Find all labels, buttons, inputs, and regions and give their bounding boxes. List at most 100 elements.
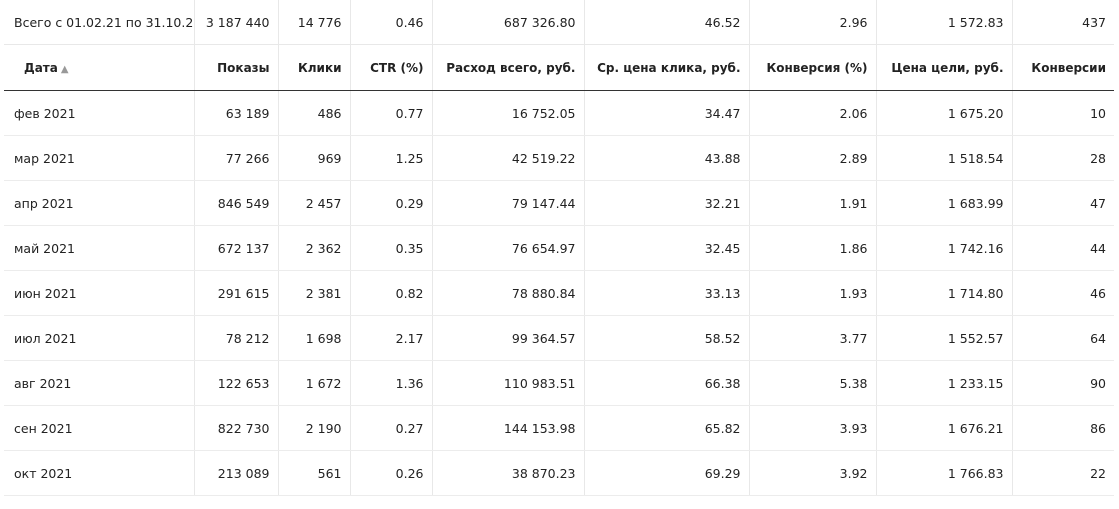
cell-impressions: 291 615 xyxy=(194,270,279,316)
cell-date: фев 2021 xyxy=(4,90,195,136)
cell-date: июл 2021 xyxy=(4,315,195,361)
cell-clicks: 486 xyxy=(278,90,351,136)
table-row: мар 2021 77 266 969 1.25 42 519.22 43.88… xyxy=(4,135,1114,181)
cell-clicks: 2 457 xyxy=(278,180,351,226)
cell-spend: 78 880.84 xyxy=(432,270,585,316)
totals-avg-cpc: 46.52 xyxy=(584,0,750,45)
cell-impressions: 846 549 xyxy=(194,180,279,226)
cell-spend: 79 147.44 xyxy=(432,180,585,226)
cell-conversions: 47 xyxy=(1012,180,1114,226)
cell-spend: 76 654.97 xyxy=(432,225,585,271)
table-row: июл 2021 78 212 1 698 2.17 99 364.57 58.… xyxy=(4,315,1114,361)
totals-conversions: 437 xyxy=(1012,0,1114,45)
totals-row: Всего с 01.02.21 по 31.10.21 3 187 440 1… xyxy=(4,0,1114,45)
cell-clicks: 1 672 xyxy=(278,360,351,406)
column-header-ctr[interactable]: CTR (%) xyxy=(350,44,433,91)
column-header-avg-cpc[interactable]: Ср. цена клика, руб. xyxy=(584,44,750,91)
cell-cost-per-goal: 1 675.20 xyxy=(876,90,1013,136)
cell-conversion-rate: 2.89 xyxy=(749,135,877,181)
cell-conversions: 86 xyxy=(1012,405,1114,451)
cell-avg-cpc: 34.47 xyxy=(584,90,750,136)
cell-ctr: 2.17 xyxy=(350,315,433,361)
cell-date: авг 2021 xyxy=(4,360,195,406)
cell-ctr: 1.25 xyxy=(350,135,433,181)
cell-date: апр 2021 xyxy=(4,180,195,226)
totals-cost-per-goal: 1 572.83 xyxy=(876,0,1013,45)
column-header-date-label: Дата xyxy=(24,60,58,75)
cell-conversion-rate: 1.93 xyxy=(749,270,877,316)
cell-date: мар 2021 xyxy=(4,135,195,181)
statistics-table: Всего с 01.02.21 по 31.10.21 3 187 440 1… xyxy=(4,0,1114,496)
cell-date: окт 2021 xyxy=(4,450,195,496)
cell-conversion-rate: 5.38 xyxy=(749,360,877,406)
cell-conversions: 28 xyxy=(1012,135,1114,181)
cell-ctr: 0.82 xyxy=(350,270,433,316)
cell-cost-per-goal: 1 714.80 xyxy=(876,270,1013,316)
cell-conversions: 44 xyxy=(1012,225,1114,271)
cell-ctr: 0.26 xyxy=(350,450,433,496)
column-header-clicks[interactable]: Клики xyxy=(278,44,351,91)
cell-clicks: 2 381 xyxy=(278,270,351,316)
table-body: фев 2021 63 189 486 0.77 16 752.05 34.47… xyxy=(4,90,1114,496)
cell-cost-per-goal: 1 676.21 xyxy=(876,405,1013,451)
totals-spend: 687 326.80 xyxy=(432,0,585,45)
cell-avg-cpc: 69.29 xyxy=(584,450,750,496)
column-header-spend[interactable]: Расход всего, руб. xyxy=(432,44,585,91)
column-header-cost-per-goal[interactable]: Цена цели, руб. xyxy=(876,44,1013,91)
cell-conversion-rate: 3.77 xyxy=(749,315,877,361)
cell-clicks: 2 190 xyxy=(278,405,351,451)
table-row: апр 2021 846 549 2 457 0.29 79 147.44 32… xyxy=(4,180,1114,226)
cell-conversion-rate: 3.93 xyxy=(749,405,877,451)
column-header-conversion-rate[interactable]: Конверсия (%) xyxy=(749,44,877,91)
cell-ctr: 0.29 xyxy=(350,180,433,226)
cell-ctr: 1.36 xyxy=(350,360,433,406)
totals-impressions: 3 187 440 xyxy=(194,0,279,45)
totals-conversion-rate: 2.96 xyxy=(749,0,877,45)
table-row: май 2021 672 137 2 362 0.35 76 654.97 32… xyxy=(4,225,1114,271)
cell-conversions: 10 xyxy=(1012,90,1114,136)
column-header-impressions[interactable]: Показы xyxy=(194,44,279,91)
column-header-date[interactable]: Дата ▲ xyxy=(4,44,195,91)
cell-conversions: 90 xyxy=(1012,360,1114,406)
cell-conversion-rate: 2.06 xyxy=(749,90,877,136)
cell-avg-cpc: 32.45 xyxy=(584,225,750,271)
cell-clicks: 561 xyxy=(278,450,351,496)
cell-clicks: 1 698 xyxy=(278,315,351,361)
totals-label: Всего с 01.02.21 по 31.10.21 xyxy=(4,0,195,45)
table-row: фев 2021 63 189 486 0.77 16 752.05 34.47… xyxy=(4,90,1114,136)
cell-avg-cpc: 43.88 xyxy=(584,135,750,181)
cell-ctr: 0.77 xyxy=(350,90,433,136)
cell-spend: 144 153.98 xyxy=(432,405,585,451)
cell-cost-per-goal: 1 766.83 xyxy=(876,450,1013,496)
totals-ctr: 0.46 xyxy=(350,0,433,45)
cell-cost-per-goal: 1 742.16 xyxy=(876,225,1013,271)
cell-cost-per-goal: 1 552.57 xyxy=(876,315,1013,361)
statistics-report: Всего с 01.02.21 по 31.10.21 3 187 440 1… xyxy=(4,0,1114,496)
cell-impressions: 822 730 xyxy=(194,405,279,451)
cell-impressions: 213 089 xyxy=(194,450,279,496)
table-row: сен 2021 822 730 2 190 0.27 144 153.98 6… xyxy=(4,405,1114,451)
cell-conversions: 46 xyxy=(1012,270,1114,316)
cell-avg-cpc: 65.82 xyxy=(584,405,750,451)
totals-clicks: 14 776 xyxy=(278,0,351,45)
sort-ascending-icon: ▲ xyxy=(60,63,69,75)
column-header-conversions[interactable]: Конверсии xyxy=(1012,44,1114,91)
cell-spend: 99 364.57 xyxy=(432,315,585,361)
cell-avg-cpc: 32.21 xyxy=(584,180,750,226)
header-row: Дата ▲ Показы Клики CTR (%) Расход всего,… xyxy=(4,44,1114,91)
cell-avg-cpc: 33.13 xyxy=(584,270,750,316)
cell-conversions: 64 xyxy=(1012,315,1114,361)
cell-impressions: 672 137 xyxy=(194,225,279,271)
cell-date: сен 2021 xyxy=(4,405,195,451)
cell-spend: 110 983.51 xyxy=(432,360,585,406)
cell-spend: 38 870.23 xyxy=(432,450,585,496)
cell-impressions: 77 266 xyxy=(194,135,279,181)
cell-conversion-rate: 1.86 xyxy=(749,225,877,271)
cell-clicks: 969 xyxy=(278,135,351,181)
cell-conversion-rate: 3.92 xyxy=(749,450,877,496)
table-row: окт 2021 213 089 561 0.26 38 870.23 69.2… xyxy=(4,450,1114,496)
cell-impressions: 63 189 xyxy=(194,90,279,136)
cell-date: май 2021 xyxy=(4,225,195,271)
cell-spend: 42 519.22 xyxy=(432,135,585,181)
cell-date: июн 2021 xyxy=(4,270,195,316)
